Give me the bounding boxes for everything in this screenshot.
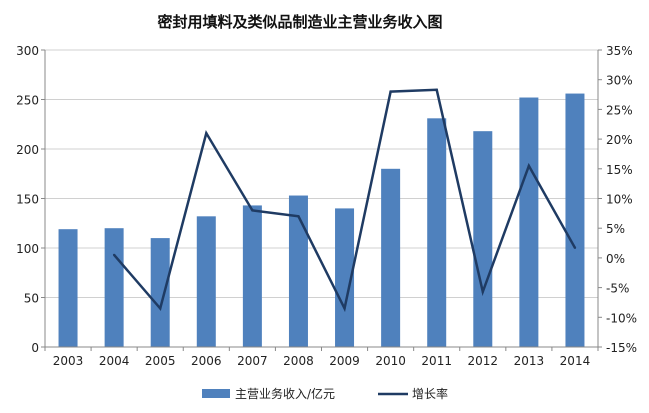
x-tick-label: 2008 (283, 354, 314, 368)
x-tick-label: 2010 (375, 354, 406, 368)
x-tick-label: 2011 (421, 354, 452, 368)
y-left-tick-label: 300 (16, 44, 39, 58)
growth-line-series (112, 88, 577, 313)
y-right-tick-label: 20% (606, 133, 633, 147)
x-tick-label: 2009 (329, 354, 360, 368)
y-right-tick-label: 25% (606, 103, 633, 117)
bar-2014 (565, 93, 585, 347)
y-left-tick-label: 50 (24, 292, 39, 306)
bar-2013 (519, 97, 539, 348)
legend-swatch-revenue (202, 389, 230, 398)
legend: 主营业务收入/亿元 增长率 (202, 386, 448, 401)
y-right-tick-label: 30% (606, 74, 633, 88)
growth-point-2004 (112, 253, 116, 257)
growth-point-2009 (343, 307, 346, 310)
axes: 0 50 100 150 200 250 300 -15% -10% -5% 0% 5% 10% 15% 2… (16, 44, 637, 368)
growth-point-2007 (251, 209, 254, 212)
growth-point-2013 (527, 164, 531, 168)
x-tick-label: 2014 (560, 354, 591, 368)
growth-point-2012 (481, 290, 484, 293)
bar-2008 (288, 195, 308, 347)
growth-point-2014 (573, 246, 577, 250)
bar-series (58, 93, 585, 348)
gridlines (45, 49, 598, 298)
bar-2004 (104, 228, 124, 347)
x-tick-label: 2013 (514, 354, 545, 368)
bar-2007 (242, 205, 262, 347)
x-tick-label: 2007 (237, 354, 268, 368)
y-right-tick-label: -15% (606, 341, 637, 355)
y-right-tick-label: -5% (606, 282, 629, 296)
x-tick-label: 2012 (468, 354, 499, 368)
y-right-tick-label: 10% (606, 193, 633, 207)
bar-2010 (381, 168, 401, 347)
y-left-tick-label: 0 (31, 341, 39, 355)
x-tick-label: 2003 (53, 354, 84, 368)
growth-point-2010 (389, 90, 392, 93)
x-tick-label: 2005 (145, 354, 176, 368)
y-left-tick-label: 150 (16, 193, 39, 207)
x-tick-label: 2004 (99, 354, 130, 368)
bar-2003 (58, 229, 78, 347)
bar-2011 (427, 118, 447, 347)
y-right-tick-label: 0% (606, 252, 625, 266)
growth-point-2011 (435, 88, 438, 91)
legend-label-revenue: 主营业务收入/亿元 (235, 386, 335, 401)
legend-label-growth: 增长率 (412, 386, 448, 401)
growth-point-2008 (297, 215, 300, 218)
y-left-tick-label: 100 (16, 242, 39, 256)
chart-title: 密封用填料及类似品制造业主营业务收入图 (157, 13, 442, 31)
y-right-tick-label: 5% (606, 222, 625, 236)
y-left-tick-label: 250 (16, 94, 39, 108)
y-left-tick-label: 200 (16, 143, 39, 157)
y-right-tick-label: -10% (606, 311, 637, 325)
bar-2012 (473, 131, 493, 347)
x-tick-label: 2006 (191, 354, 222, 368)
y-right-tick-label: 15% (606, 163, 633, 177)
growth-point-2006 (205, 131, 208, 135)
bar-2006 (196, 216, 216, 347)
growth-point-2005 (159, 307, 162, 310)
bar-2009 (335, 208, 355, 347)
y-right-tick-label: 35% (606, 44, 633, 58)
bar-2005 (150, 238, 170, 347)
